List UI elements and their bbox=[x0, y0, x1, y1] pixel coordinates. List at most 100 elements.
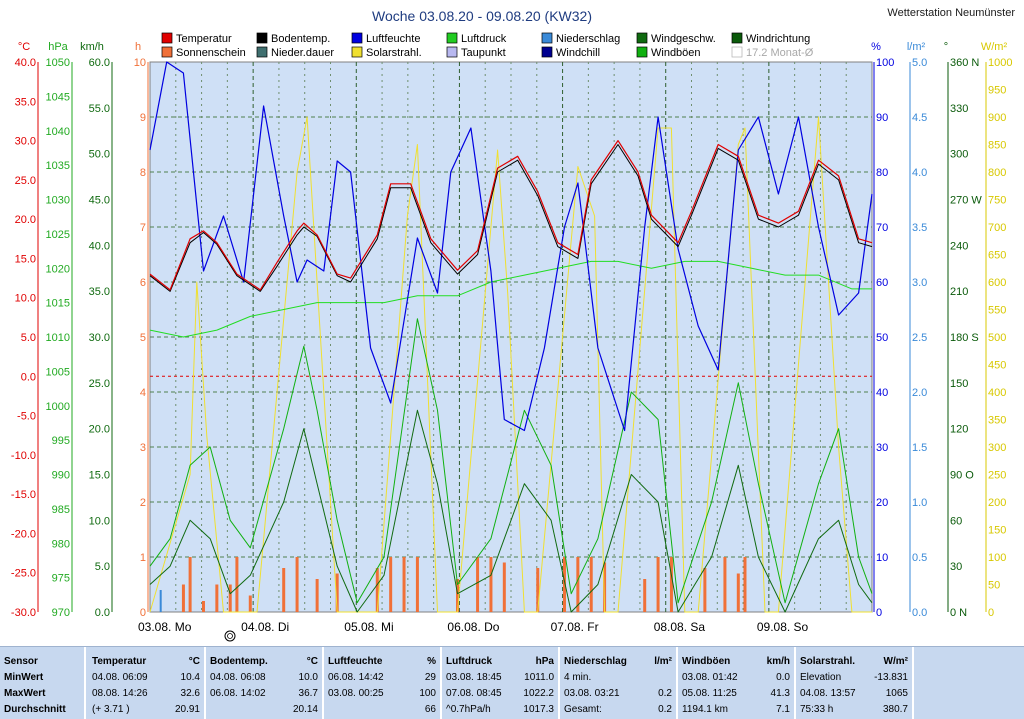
precipitation-bar bbox=[159, 590, 162, 612]
sunshine-bar bbox=[576, 557, 580, 612]
stats-cell-value: 0.0 bbox=[776, 672, 790, 683]
tick-label-wind: 25.0 bbox=[89, 378, 110, 390]
stats-panel-unit: km/h bbox=[766, 656, 790, 667]
stats-cell-value: 1017.3 bbox=[523, 704, 554, 715]
stats-row-label: Sensor bbox=[4, 656, 38, 667]
legend-swatch bbox=[446, 32, 458, 44]
tick-label-wind: 10.0 bbox=[89, 515, 110, 527]
legend-swatch bbox=[731, 32, 743, 44]
legend-swatch bbox=[161, 32, 173, 44]
stats-row-label: Durchschnitt bbox=[4, 704, 66, 715]
tick-label-temp: -25.0 bbox=[11, 568, 36, 580]
stats-cell-label: ^0.7hPa/h bbox=[446, 704, 491, 715]
stats-row: Solarstrahl. W/m² bbox=[800, 655, 908, 668]
tick-label-press: 1050 bbox=[46, 57, 70, 69]
stats-row-label: MaxWert bbox=[4, 688, 46, 699]
legend-label: Taupunkt bbox=[461, 47, 506, 59]
tick-label-humidity: 20 bbox=[876, 497, 888, 509]
sunshine-bar bbox=[489, 557, 493, 612]
tick-label-rain: 5.0 bbox=[912, 57, 927, 69]
stats-panel: Luftfeuchte% 06.08. 14:42 29 03.08. 00:25 10… bbox=[324, 647, 442, 719]
stats-cell-label: 03.08. 18:45 bbox=[446, 672, 502, 683]
legend-label: Windchill bbox=[556, 47, 600, 59]
tick-label-temp: -30.0 bbox=[11, 607, 36, 619]
stats-row: Niederschlag l/m² bbox=[564, 655, 672, 668]
legend-swatch bbox=[351, 46, 363, 58]
legend-label: Niederschlag bbox=[556, 33, 620, 45]
tick-label-dir: 360 N bbox=[950, 57, 979, 69]
tick-label-dir: 330 bbox=[950, 103, 968, 115]
legend-swatch bbox=[256, 46, 268, 58]
stats-cell-label: Gesamt: bbox=[564, 704, 602, 715]
tick-label-humidity: 90 bbox=[876, 112, 888, 124]
stats-panel-title: Temperatur bbox=[92, 656, 147, 667]
tick-label-press: 1000 bbox=[46, 401, 70, 413]
legend-swatch bbox=[636, 32, 648, 44]
tick-label-dir: 60 bbox=[950, 515, 962, 527]
tick-label-sun: 9 bbox=[140, 112, 146, 124]
stats-row: 04.08. 06:08 10.0 bbox=[210, 671, 318, 684]
sunshine-bar bbox=[315, 579, 319, 612]
sunshine-bar bbox=[235, 557, 239, 612]
tick-label-dir: 0 N bbox=[950, 607, 967, 619]
stats-panel: Windböen km/h 03.08. 01:42 0.0 05.08. 11:25 4… bbox=[678, 647, 796, 719]
tick-label-rain: 1.0 bbox=[912, 497, 927, 509]
sunshine-bar bbox=[456, 579, 460, 612]
sunshine-bar bbox=[282, 568, 286, 612]
tick-label-humidity: 50 bbox=[876, 332, 888, 344]
tick-label-humidity: 100 bbox=[876, 57, 894, 69]
moon-icon bbox=[224, 630, 236, 642]
stats-row: (+ 3.71 ) 20.91 bbox=[92, 703, 200, 716]
tick-label-press: 980 bbox=[52, 538, 70, 550]
stats-cell-value: 1022.2 bbox=[523, 688, 554, 699]
stats-panel: Bodentemp. °C 04.08. 06:08 10.0 06.08. 14:02… bbox=[206, 647, 324, 719]
stats-panel: Luftdruck hPa 03.08. 18:45 1011.0 07.08. 08:… bbox=[442, 647, 560, 719]
tick-label-press: 1005 bbox=[46, 366, 70, 378]
axis-unit-rain: l/m² bbox=[907, 41, 926, 53]
tick-label-solar: 700 bbox=[988, 222, 1006, 234]
stats-panel: Temperatur °C 04.08. 06:09 10.4 08.08. 14:26… bbox=[88, 647, 206, 719]
tick-label-dir: 180 S bbox=[950, 332, 979, 344]
sunshine-bar bbox=[603, 562, 607, 612]
axis-unit-temp: °C bbox=[18, 41, 30, 53]
stats-panel-unit: °C bbox=[306, 656, 318, 667]
legend: Temperatur Bodentemp. Luftfeuchte Luftdruck… bbox=[161, 32, 814, 59]
sunshine-bar bbox=[703, 568, 707, 612]
stats-panel: Niederschlag l/m² 4 min. 03.08. 03:21 0.2 Ges… bbox=[560, 647, 678, 719]
tick-label-sun: 6 bbox=[140, 277, 146, 289]
tick-label-rain: 3.0 bbox=[912, 277, 927, 289]
stats-row: Luftdruck hPa bbox=[446, 655, 554, 668]
stats-row: 75:33 h 380.7 bbox=[800, 703, 908, 716]
stats-cell-label: 04.08. 06:08 bbox=[210, 672, 266, 683]
tick-label-solar: 550 bbox=[988, 305, 1006, 317]
tick-label-sun: 7 bbox=[140, 222, 146, 234]
sunshine-bar bbox=[476, 557, 480, 612]
stats-row: ^0.7hPa/h 1017.3 bbox=[446, 703, 554, 716]
stats-cell-label: 07.08. 08:45 bbox=[446, 688, 502, 699]
tick-label-rain: 4.5 bbox=[912, 112, 927, 124]
tick-label-solar: 1000 bbox=[988, 57, 1012, 69]
stats-row: Gesamt: 0.2 bbox=[564, 703, 672, 716]
stats-row: 06.08. 14:02 36.7 bbox=[210, 687, 318, 700]
sunshine-bar bbox=[335, 573, 339, 612]
precipitation-bars bbox=[159, 590, 162, 612]
stats-cell-value: 66 bbox=[424, 704, 436, 715]
tick-label-press: 1025 bbox=[46, 229, 70, 241]
tick-label-press: 985 bbox=[52, 504, 70, 516]
axis-unit-dir: ° bbox=[944, 41, 948, 53]
stats-cell-value: 20.14 bbox=[292, 704, 318, 715]
sunshine-bar bbox=[536, 568, 540, 612]
tick-label-rain: 0.5 bbox=[912, 552, 927, 564]
stats-row: Bodentemp. °C bbox=[210, 655, 318, 668]
tick-label-rain: 3.5 bbox=[912, 222, 927, 234]
tick-label-humidity: 80 bbox=[876, 167, 888, 179]
tick-label-dir: 240 bbox=[950, 240, 968, 252]
tick-label-dir: 30 bbox=[950, 561, 962, 573]
tick-label-press: 1040 bbox=[46, 126, 70, 138]
tick-label-solar: 150 bbox=[988, 525, 1006, 537]
legend-swatch bbox=[161, 46, 173, 58]
tick-label-solar: 950 bbox=[988, 85, 1006, 97]
axis-unit-press: hPa bbox=[48, 41, 68, 53]
stats-row: 05.08. 11:25 41.3 bbox=[682, 687, 790, 700]
temperature-path bbox=[149, 140, 873, 291]
